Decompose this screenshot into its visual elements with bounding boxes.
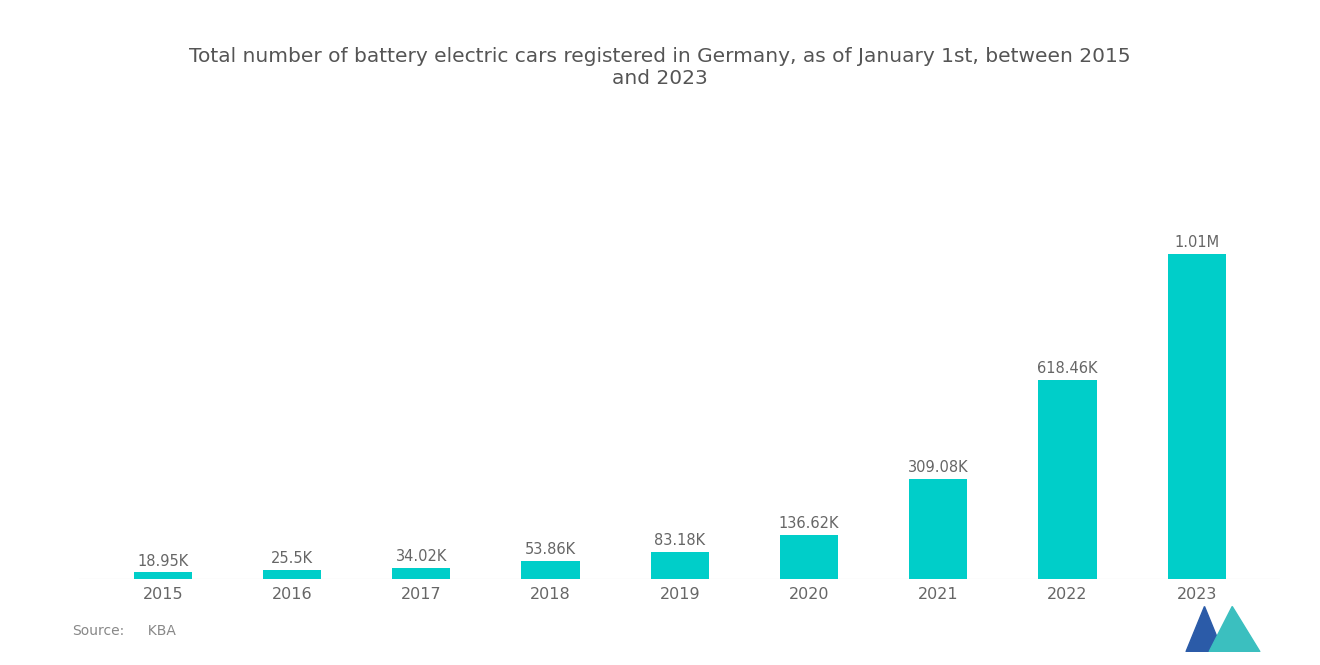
Text: 18.95K: 18.95K	[137, 553, 189, 569]
Bar	[651, 552, 709, 579]
Text: 136.62K: 136.62K	[779, 516, 840, 531]
Text: 1.01M: 1.01M	[1175, 235, 1220, 250]
Text: KBA: KBA	[139, 624, 176, 638]
Bar	[133, 573, 191, 579]
Text: 53.86K: 53.86K	[525, 543, 576, 557]
Bar	[392, 568, 450, 579]
Bar	[1168, 254, 1226, 579]
Text: 83.18K: 83.18K	[655, 533, 705, 548]
Bar	[909, 479, 968, 579]
Polygon shape	[1185, 606, 1222, 652]
Text: 25.5K: 25.5K	[271, 551, 313, 567]
Text: Source:: Source:	[73, 624, 125, 638]
Bar	[263, 571, 321, 579]
Bar	[780, 535, 838, 579]
Text: 34.02K: 34.02K	[396, 549, 447, 564]
Bar	[1039, 380, 1097, 579]
Text: Total number of battery electric cars registered in Germany, as of January 1st, : Total number of battery electric cars re…	[189, 47, 1131, 88]
Text: 309.08K: 309.08K	[908, 460, 969, 475]
Polygon shape	[1209, 606, 1259, 652]
Bar	[521, 561, 579, 579]
Text: 618.46K: 618.46K	[1038, 361, 1098, 376]
